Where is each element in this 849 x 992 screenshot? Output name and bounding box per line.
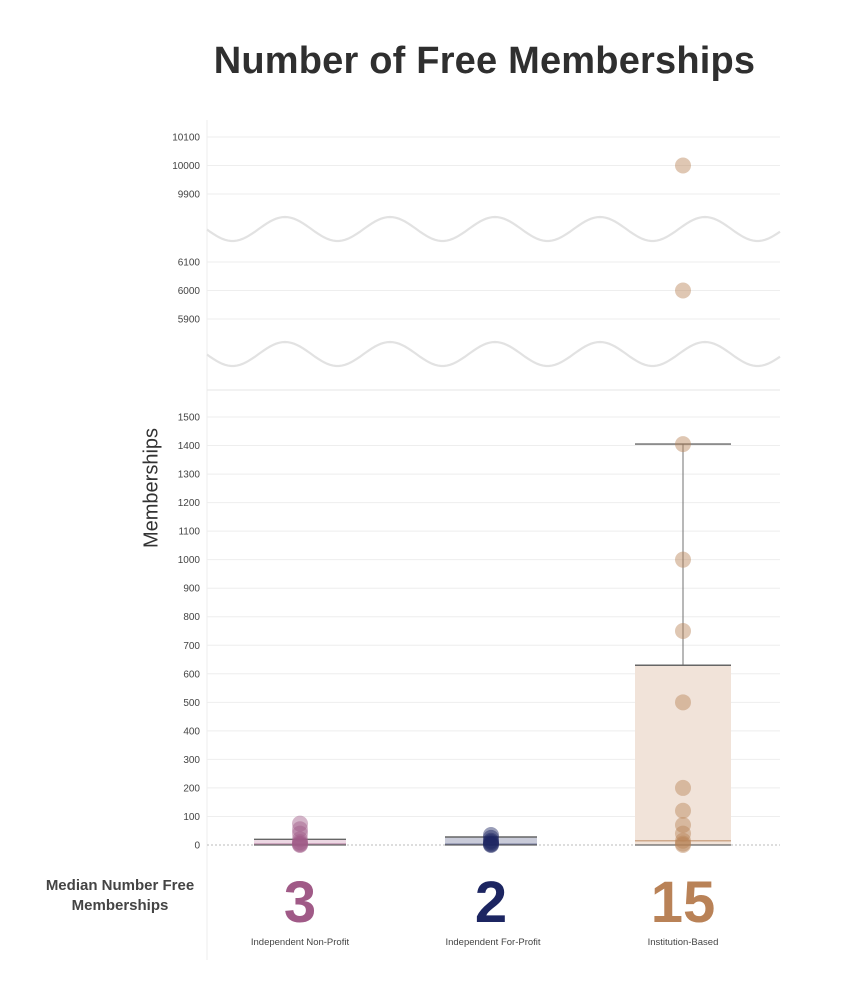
y-tick-label: 1500 — [178, 413, 201, 424]
data-point — [292, 834, 308, 851]
y-tick-label: 6100 — [178, 258, 201, 269]
data-point — [292, 821, 308, 838]
data-point — [292, 835, 308, 852]
axis-break-wave — [206, 215, 781, 243]
data-point — [675, 835, 691, 852]
y-tick-label: 400 — [183, 726, 200, 737]
data-point — [292, 836, 308, 853]
axis-break-wave — [206, 340, 781, 368]
data-point — [675, 436, 691, 453]
category-label-institution: Institution-Based — [647, 937, 719, 948]
y-tick-label: 6000 — [178, 286, 201, 297]
median-value-for-profit: 2 — [474, 870, 508, 935]
y-tick-label: 500 — [183, 698, 200, 709]
data-point — [675, 817, 691, 834]
y-tick-label: 600 — [183, 669, 200, 680]
y-tick-label: 10100 — [172, 133, 200, 144]
y-tick-label: 1200 — [178, 498, 201, 509]
y-tick-label: 1000 — [178, 555, 201, 566]
median-panel-title: Median Number Free Memberships — [45, 877, 195, 914]
category-label-for-profit: Independent For-Profit — [445, 937, 541, 948]
y-tick-label: 9900 — [178, 190, 201, 201]
chart-title: Number of Free Memberships — [213, 40, 756, 82]
data-point — [675, 825, 691, 842]
data-point — [483, 835, 499, 852]
data-point — [483, 836, 499, 853]
median-value-non-profit: 3 — [283, 870, 317, 935]
y-tick-label: 300 — [183, 755, 200, 766]
data-point — [675, 832, 691, 849]
y-tick-label: 1400 — [178, 441, 201, 452]
data-point — [292, 815, 308, 832]
y-tick-label: 0 — [194, 841, 200, 852]
box — [445, 837, 537, 845]
data-point — [292, 837, 308, 853]
data-point — [675, 157, 691, 174]
data-point — [292, 825, 308, 842]
data-point — [483, 832, 499, 849]
data-point — [675, 837, 691, 853]
data-point — [675, 694, 691, 711]
y-tick-label: 1100 — [178, 527, 200, 538]
y-tick-label: 700 — [183, 641, 200, 652]
y-tick-label: 5900 — [178, 315, 201, 326]
category-label-non-profit: Independent Non-Profit — [250, 937, 350, 948]
box — [635, 665, 731, 845]
data-point — [675, 551, 691, 568]
y-tick-label: 200 — [183, 783, 200, 794]
data-point — [292, 831, 308, 848]
data-point — [675, 623, 691, 639]
y-tick-label: 800 — [183, 612, 200, 623]
y-tick-label: 100 — [183, 812, 200, 823]
y-tick-label: 1300 — [178, 470, 201, 481]
box — [254, 839, 346, 845]
y-tick-label: 900 — [183, 584, 200, 595]
data-point — [675, 779, 691, 796]
data-point — [675, 282, 691, 299]
data-point — [483, 834, 499, 851]
data-point — [483, 837, 499, 853]
data-point — [675, 802, 691, 819]
data-point — [483, 829, 499, 846]
data-point — [483, 827, 499, 844]
y-tick-label: 10000 — [172, 161, 200, 172]
median-value-institution: 15 — [650, 870, 716, 935]
